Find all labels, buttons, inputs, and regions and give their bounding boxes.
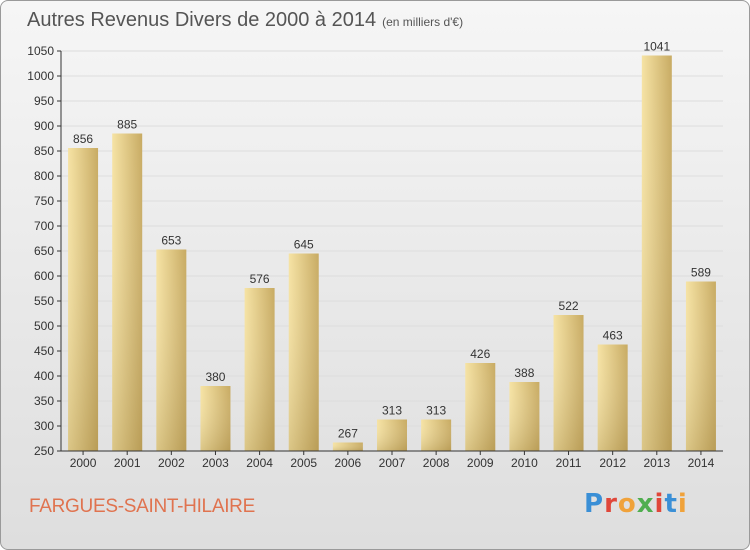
x-tick-label: 2002 — [158, 456, 185, 470]
x-tick-label: 2011 — [556, 456, 582, 470]
bar-shade — [200, 386, 231, 451]
logo-letter: i — [677, 489, 688, 519]
logo-letter: x — [636, 489, 655, 519]
proxiti-logo: Proxiti — [584, 489, 688, 519]
y-tick-label: 750 — [34, 194, 54, 208]
data-label: 645 — [294, 238, 314, 252]
bar-shade — [597, 344, 628, 451]
logo-letter: P — [584, 489, 605, 519]
y-tick-label: 400 — [34, 369, 54, 383]
y-tick-label: 350 — [34, 394, 54, 408]
bar-shade — [244, 288, 275, 451]
data-labels: 856 885 653 380 576 645 267 313 313 426 388 522 463 1… — [73, 40, 711, 441]
data-label: 426 — [470, 347, 490, 361]
x-tick-label: 2003 — [202, 456, 229, 470]
bar-shade — [641, 55, 672, 451]
bars — [68, 55, 716, 451]
chart-unit: (en milliers d'€) — [382, 15, 464, 29]
x-tick-label: 2008 — [423, 456, 450, 470]
logo-letter: o — [617, 489, 637, 519]
bar-shade — [553, 315, 584, 451]
y-tick-label: 800 — [34, 169, 54, 183]
logo-letter: r — [604, 489, 618, 519]
y-tick-label: 550 — [34, 294, 54, 308]
y-tick-label: 1000 — [27, 69, 54, 83]
data-label: 522 — [559, 299, 579, 313]
axes — [60, 51, 723, 452]
x-tick-label: 2010 — [511, 456, 538, 470]
bar-shade — [332, 442, 363, 451]
y-tick-label: 500 — [34, 319, 54, 333]
bar-shade — [68, 148, 99, 451]
bar-shade — [112, 133, 143, 451]
y-tick-label: 450 — [34, 344, 54, 358]
y-tick-label: 600 — [34, 269, 54, 283]
y-axis-ticks: 250 300 350 400 450 500 550 600 650 700 750 800 850 9… — [27, 44, 61, 458]
x-tick-label: 2004 — [246, 456, 273, 470]
data-label: 388 — [514, 366, 534, 380]
data-label: 576 — [250, 272, 270, 286]
x-tick-label: 2013 — [643, 456, 670, 470]
chart-title: Autres Revenus Divers de 2000 à 2014 (en … — [27, 9, 463, 32]
y-tick-label: 250 — [34, 444, 54, 458]
y-tick-label: 850 — [34, 144, 54, 158]
bar-shade — [288, 253, 319, 451]
bar-shade — [156, 249, 187, 451]
x-tick-label: 2007 — [379, 456, 406, 470]
data-label: 589 — [691, 266, 711, 280]
data-label: 885 — [117, 118, 137, 132]
y-tick-label: 650 — [34, 244, 54, 258]
y-tick-label: 950 — [34, 94, 54, 108]
x-tick-label: 2012 — [599, 456, 626, 470]
bar-shade — [377, 419, 407, 451]
data-label: 856 — [73, 132, 93, 146]
place-name: FARGUES-SAINT-HILAIRE — [29, 496, 255, 517]
x-tick-label: 2000 — [70, 456, 97, 470]
data-label: 1041 — [643, 40, 670, 54]
logo-letter: t — [664, 489, 678, 519]
x-tick-label: 2014 — [688, 456, 715, 470]
x-tick-label: 2005 — [290, 456, 317, 470]
x-tick-label: 2006 — [335, 456, 362, 470]
bar-shade — [685, 281, 716, 451]
x-tick-label: 2001 — [114, 456, 141, 470]
x-axis-ticks: 2000 2001 2002 2003 2004 2005 2006 2007 2008 2009… — [70, 451, 715, 470]
data-label: 463 — [603, 329, 623, 343]
bar-shade — [465, 363, 496, 451]
y-tick-label: 300 — [34, 419, 54, 433]
data-label: 313 — [382, 404, 402, 418]
y-tick-label: 900 — [34, 119, 54, 133]
y-tick-label: 700 — [34, 219, 54, 233]
data-label: 267 — [338, 427, 358, 441]
data-label: 313 — [426, 404, 446, 418]
data-label: 380 — [205, 370, 225, 384]
bar-shade — [509, 382, 540, 451]
data-label: 653 — [161, 234, 181, 248]
bar-shade — [421, 419, 452, 451]
x-tick-label: 2009 — [467, 456, 494, 470]
y-tick-label: 1050 — [27, 44, 54, 58]
logo-letter: i — [654, 489, 665, 519]
chart-title-text: Autres Revenus Divers de 2000 à 2014 — [27, 9, 377, 31]
